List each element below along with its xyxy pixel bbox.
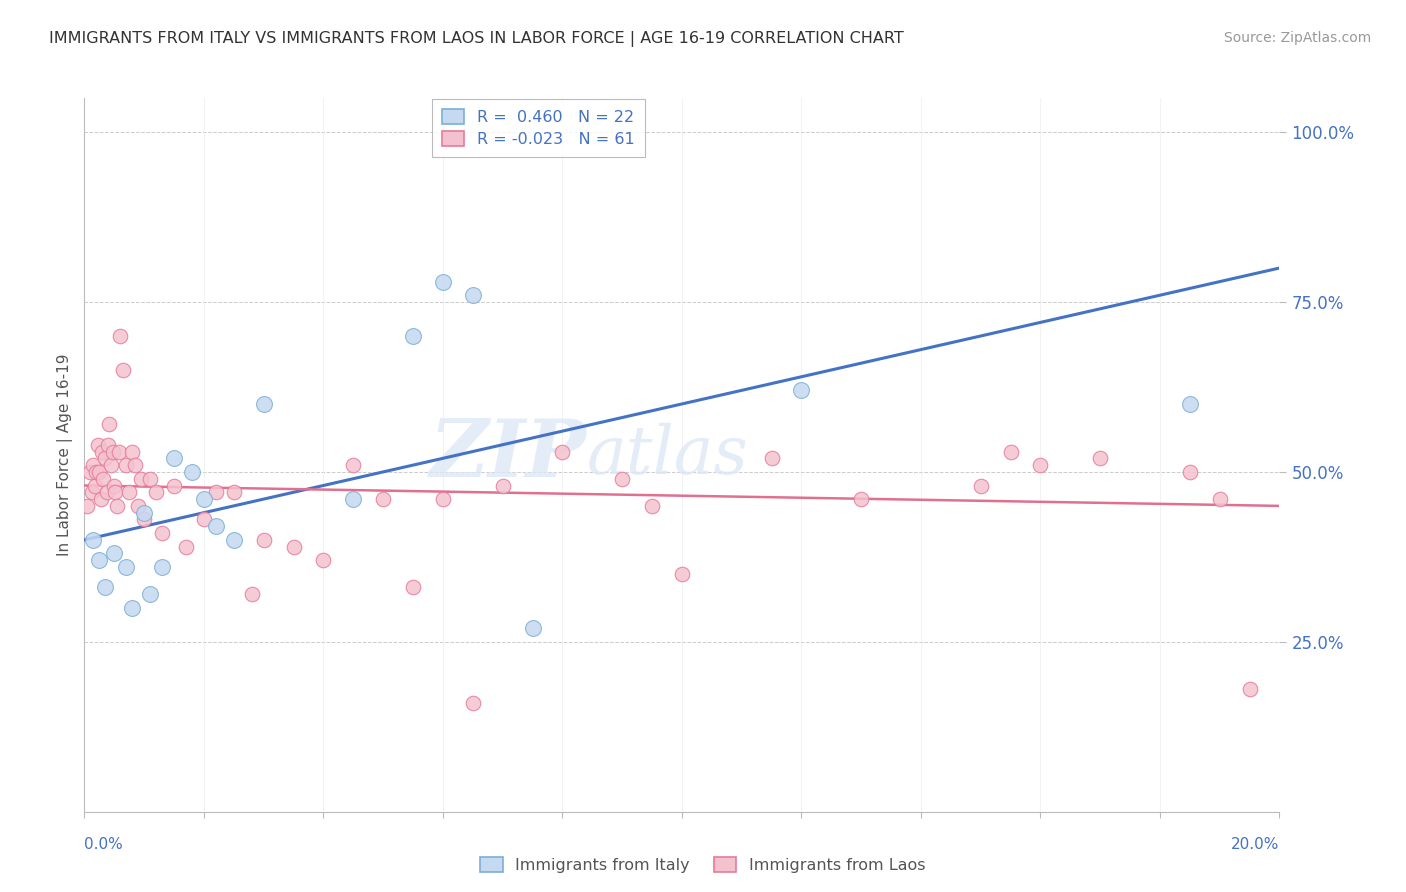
Point [1029,458,1052,472]
Text: 0.0%: 0.0% [84,837,124,852]
Point [1209,492,1232,507]
Point [283,540,305,554]
Point [98,417,121,432]
Point [193,512,215,526]
Text: IMMIGRANTS FROM ITALY VS IMMIGRANTS FROM LAOS IN LABOR FORCE | AGE 16-19 CORRELA: IMMIGRANTS FROM ITALY VS IMMIGRANTS FROM… [49,31,904,47]
Point [1239,682,1261,697]
Point [96,485,118,500]
Point [253,533,276,547]
Point [104,485,127,500]
Point [94,451,117,466]
Text: Source: ZipAtlas.com: Source: ZipAtlas.com [1223,31,1371,45]
Point [115,458,138,472]
Point [93,472,115,486]
Point [253,397,276,411]
Point [97,438,120,452]
Point [132,506,156,520]
Legend: R =  0.460   N = 22, R = -0.023   N = 61: R = 0.460 N = 22, R = -0.023 N = 61 [433,99,644,157]
Point [461,288,484,302]
Point [1178,465,1201,479]
Point [432,275,454,289]
Point [132,512,156,526]
Point [139,587,162,601]
Point [373,492,395,507]
Point [761,451,783,466]
Point [150,526,173,541]
Point [124,458,146,472]
Point [115,560,138,574]
Point [402,329,425,343]
Point [970,478,993,492]
Point [110,329,132,343]
Point [150,560,173,574]
Point [91,444,114,458]
Text: atlas: atlas [586,422,748,488]
Point [222,533,245,547]
Point [145,485,167,500]
Point [193,492,215,507]
Point [82,458,104,472]
Point [240,587,263,601]
Point [90,492,112,507]
Text: ZIP: ZIP [429,417,586,493]
Point [129,472,152,486]
Point [105,499,128,513]
Point [112,363,135,377]
Point [1178,397,1201,411]
Point [139,472,162,486]
Point [181,465,204,479]
Point [163,478,186,492]
Point [174,540,197,554]
Point [118,485,141,500]
Point [89,553,111,567]
Point [205,519,228,533]
Point [89,465,111,479]
Point [222,485,245,500]
Point [641,499,664,513]
Point [76,499,98,513]
Point [101,444,124,458]
Point [432,492,454,507]
Point [86,465,108,479]
Point [121,444,143,458]
Point [612,472,634,486]
Point [342,492,364,507]
Point [103,546,125,560]
Point [1000,444,1022,458]
Point [108,444,131,458]
Point [1090,451,1112,466]
Point [402,581,425,595]
Point [163,451,186,466]
Point [127,499,149,513]
Point [461,696,484,710]
Point [94,581,117,595]
Point [103,478,125,492]
Text: 20.0%: 20.0% [1232,837,1279,852]
Point [100,458,122,472]
Legend: Immigrants from Italy, Immigrants from Laos: Immigrants from Italy, Immigrants from L… [474,851,932,880]
Point [312,553,335,567]
Point [671,566,693,581]
Point [84,478,107,492]
Y-axis label: In Labor Force | Age 16-19: In Labor Force | Age 16-19 [58,353,73,557]
Point [121,600,143,615]
Point [80,485,103,500]
Point [492,478,515,492]
Point [342,458,364,472]
Point [851,492,873,507]
Point [790,384,813,398]
Point [522,621,544,635]
Point [86,438,108,452]
Point [205,485,228,500]
Point [79,465,101,479]
Point [82,533,104,547]
Point [551,444,574,458]
